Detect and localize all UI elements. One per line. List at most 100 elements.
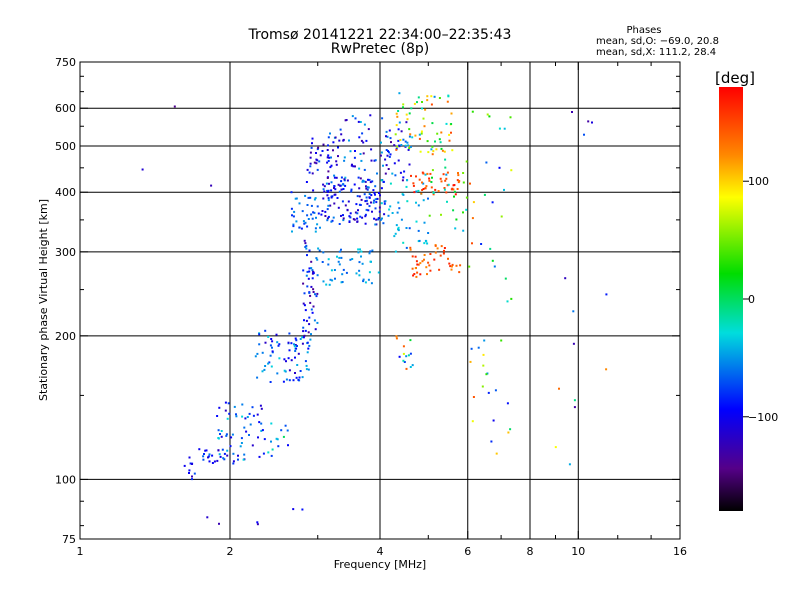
data-point — [471, 217, 474, 220]
data-point — [304, 246, 307, 248]
data-point — [317, 247, 320, 250]
data-point — [339, 184, 342, 187]
data-point — [290, 359, 293, 362]
data-point — [302, 269, 305, 272]
data-point — [446, 171, 449, 174]
data-point — [284, 424, 287, 427]
data-point — [342, 219, 345, 222]
data-point — [264, 329, 267, 332]
data-point — [397, 128, 400, 131]
data-point — [402, 193, 405, 196]
data-point — [305, 274, 308, 277]
data-point — [440, 180, 443, 183]
data-point — [402, 345, 405, 348]
data-point — [450, 268, 453, 271]
data-point — [308, 171, 311, 174]
data-point — [317, 212, 320, 215]
data-point — [308, 316, 311, 319]
data-point — [337, 155, 339, 158]
data-point — [352, 218, 355, 221]
data-point — [307, 218, 310, 220]
data-point — [437, 190, 440, 193]
x-tick-label: 6 — [464, 545, 471, 558]
data-point — [429, 253, 432, 255]
data-point — [445, 173, 448, 176]
data-point — [311, 137, 314, 140]
data-point — [428, 177, 431, 180]
data-point — [374, 185, 377, 188]
data-point — [418, 178, 421, 181]
data-point — [358, 167, 361, 170]
data-point — [408, 145, 411, 147]
data-point — [422, 172, 425, 175]
data-point — [296, 364, 299, 366]
data-point — [405, 355, 408, 358]
data-point — [241, 403, 244, 406]
data-point — [325, 283, 328, 286]
data-point — [498, 166, 501, 169]
data-point — [447, 94, 450, 97]
data-point — [405, 246, 408, 249]
data-point — [307, 196, 310, 199]
data-point — [293, 345, 296, 348]
data-point — [384, 172, 387, 175]
data-point — [470, 347, 473, 350]
data-point — [351, 115, 354, 118]
data-point — [315, 295, 318, 298]
data-point — [424, 187, 427, 190]
data-point — [390, 141, 392, 144]
data-point — [413, 191, 416, 194]
data-point — [421, 260, 424, 263]
data-point — [472, 396, 475, 398]
data-point — [409, 246, 412, 249]
data-point — [365, 185, 367, 188]
data-point — [431, 145, 434, 148]
data-point — [314, 293, 316, 296]
data-point — [465, 208, 468, 211]
data-point — [506, 300, 509, 303]
data-point — [404, 140, 407, 143]
data-point — [427, 261, 430, 264]
data-point — [226, 449, 229, 452]
data-point — [605, 368, 608, 371]
data-point — [381, 117, 384, 120]
data-point — [402, 352, 405, 355]
data-point — [380, 141, 382, 144]
data-point — [305, 247, 308, 250]
data-point — [387, 150, 389, 153]
data-point — [510, 169, 513, 172]
data-point — [294, 356, 296, 359]
data-point — [256, 413, 259, 416]
data-point — [368, 252, 371, 255]
data-point — [398, 92, 401, 95]
x-tick-label: 2 — [227, 545, 234, 558]
data-point — [283, 369, 286, 372]
data-point — [407, 144, 410, 147]
data-point — [440, 147, 443, 150]
data-point — [262, 452, 265, 455]
data-point — [338, 223, 341, 225]
data-point — [421, 189, 424, 191]
data-point — [395, 124, 398, 127]
data-point — [399, 139, 402, 141]
data-point — [420, 132, 423, 135]
data-point — [426, 172, 429, 175]
data-point — [379, 218, 382, 221]
data-point — [345, 271, 348, 274]
data-point — [244, 417, 247, 420]
data-point — [427, 197, 429, 200]
data-point — [237, 454, 239, 457]
data-point — [405, 113, 408, 116]
data-point — [492, 419, 495, 422]
data-point — [267, 335, 270, 338]
data-point — [288, 379, 291, 382]
data-point — [283, 358, 286, 361]
data-point — [368, 271, 371, 274]
data-point — [493, 265, 496, 268]
data-point — [220, 430, 223, 432]
data-point — [327, 215, 330, 218]
data-point — [400, 218, 403, 221]
data-point — [188, 456, 191, 459]
data-point — [572, 342, 575, 345]
data-point — [451, 149, 454, 152]
